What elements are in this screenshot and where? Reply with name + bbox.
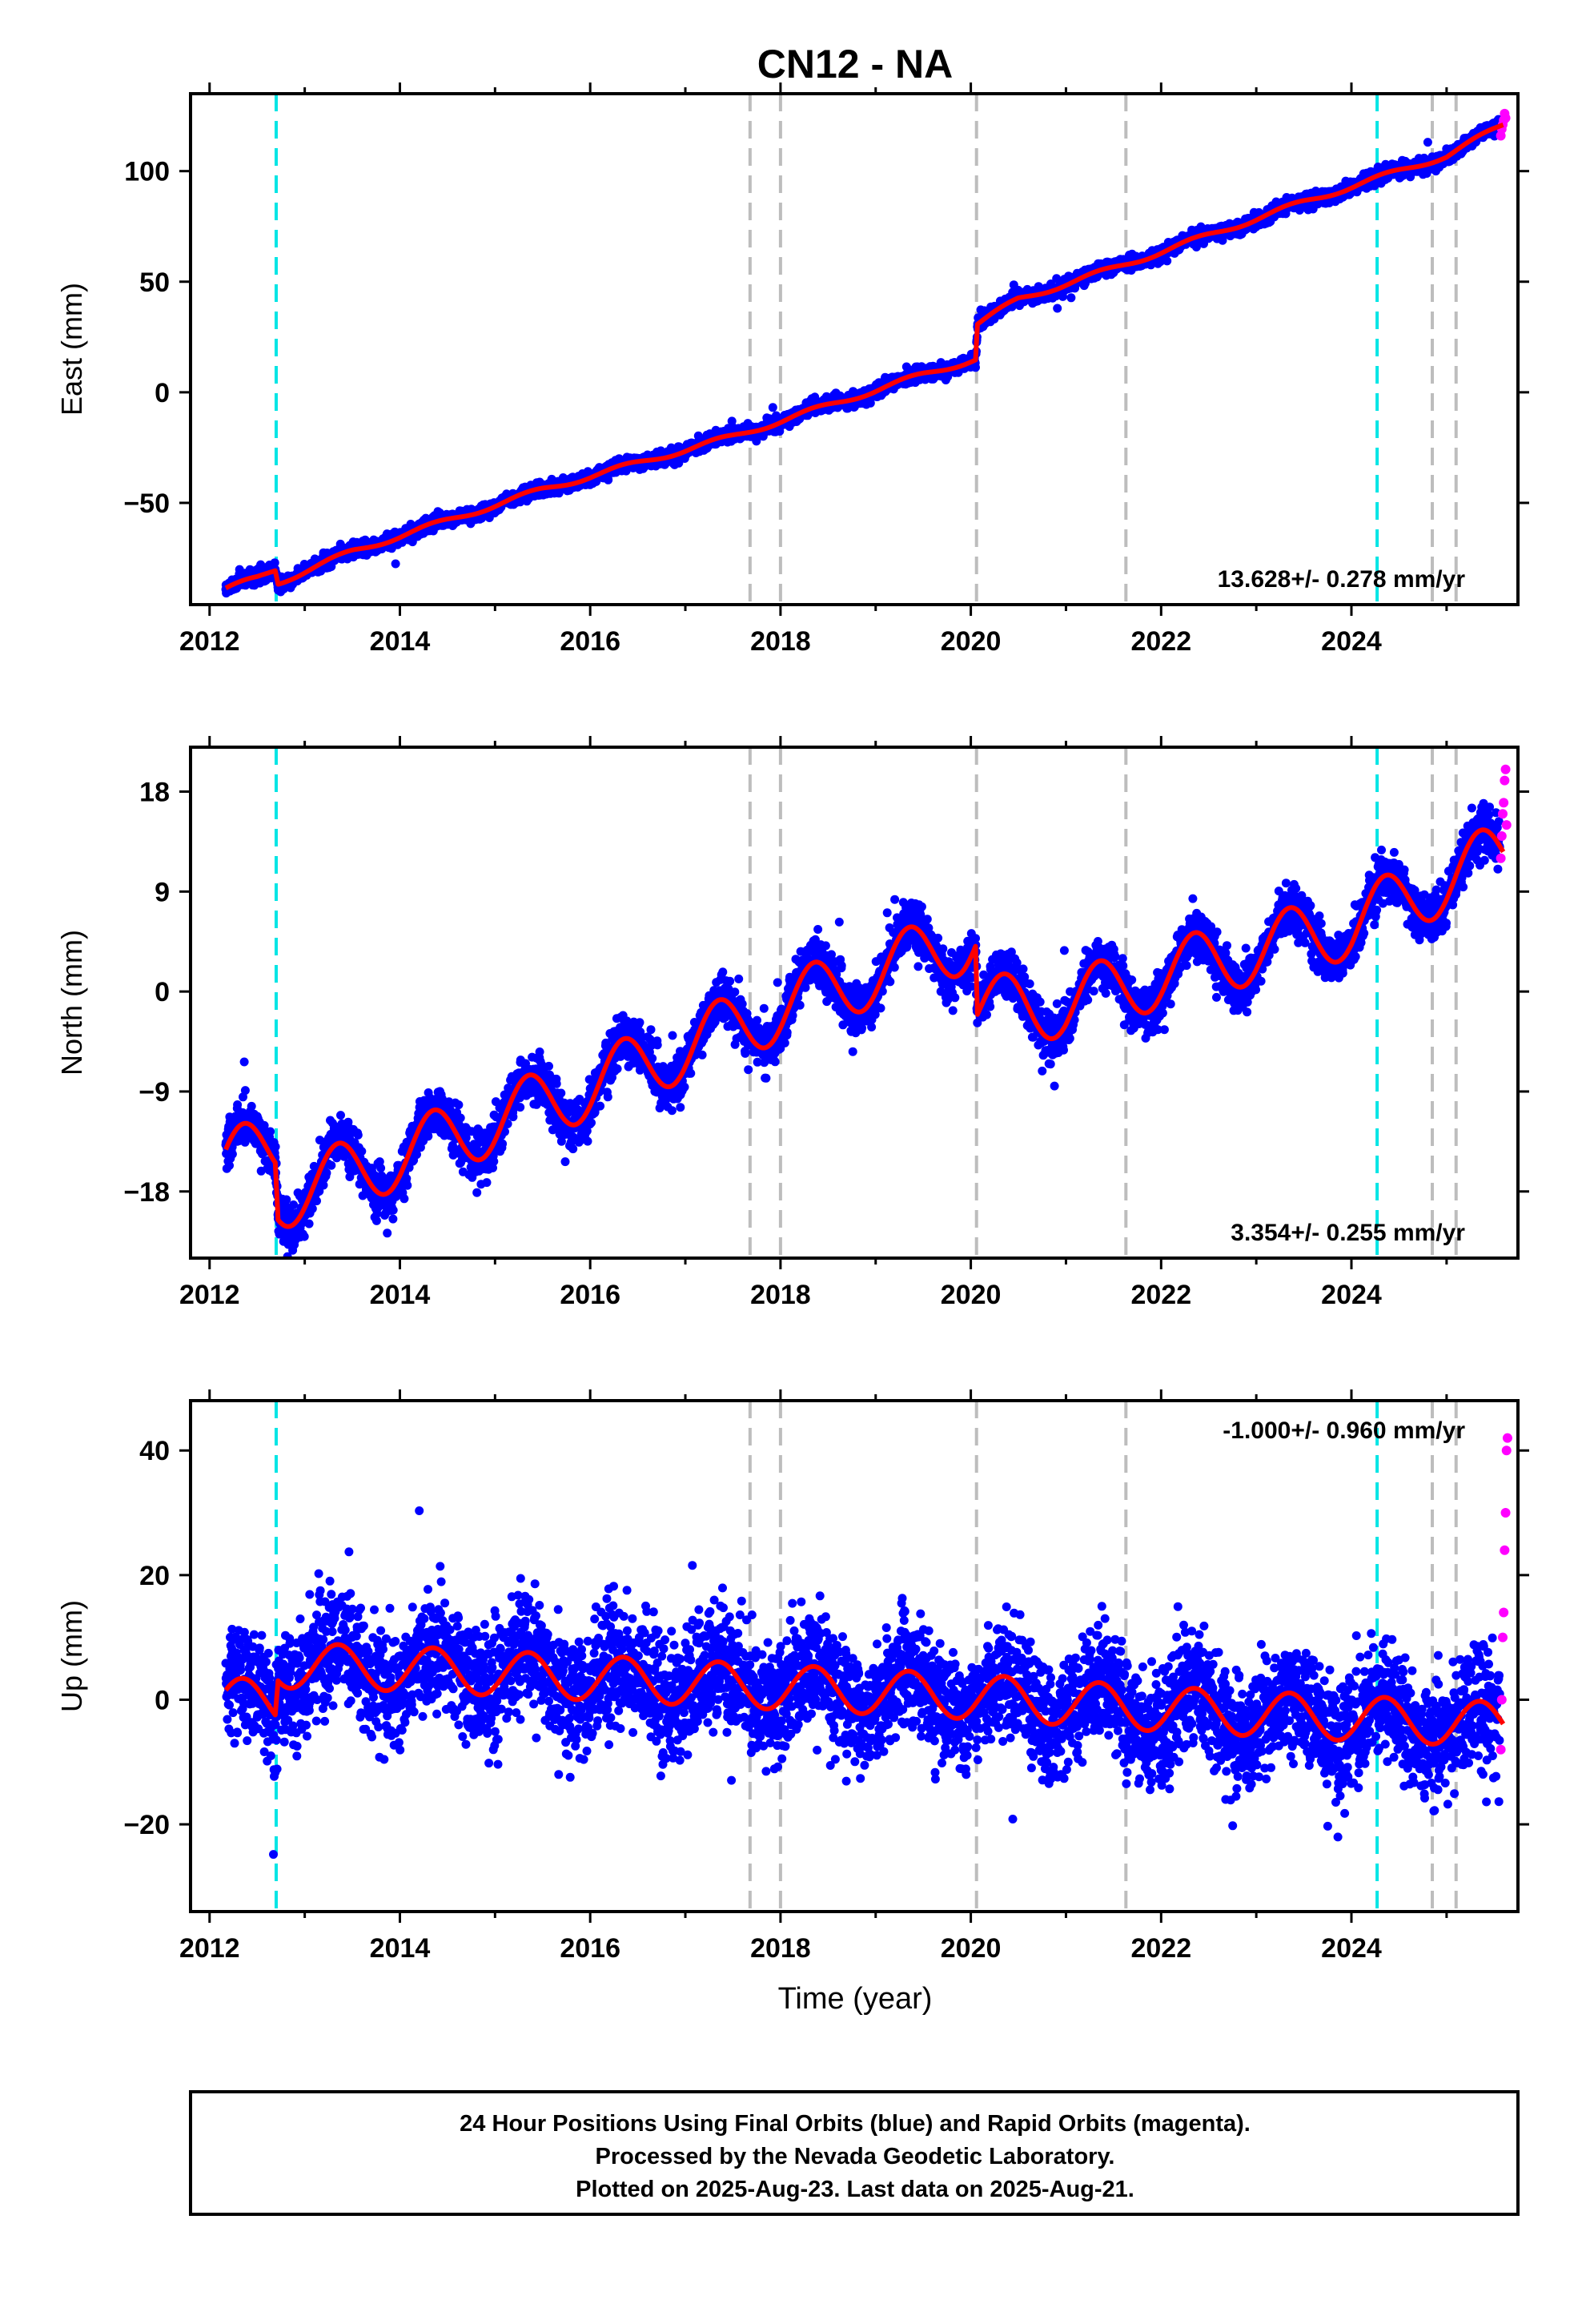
east-x-tick-label: 2020	[941, 626, 1002, 657]
north-final-orbit-points	[221, 798, 1504, 1258]
east-x-tick-label: 2022	[1130, 626, 1191, 657]
final-orbit-point	[227, 1149, 237, 1159]
final-orbit-point	[1066, 293, 1076, 303]
final-orbit-point	[233, 1100, 243, 1109]
east-final-orbit-points	[221, 115, 1504, 598]
final-orbit-point	[971, 363, 980, 372]
final-orbit-point	[768, 403, 777, 412]
final-orbit-point	[1053, 304, 1062, 313]
east-y-tick-label: −50	[123, 489, 170, 519]
east-x-tick-label: 2024	[1321, 626, 1382, 657]
east-plot-frame	[189, 92, 1520, 606]
final-orbit-point	[1423, 138, 1432, 147]
east-y-tick-label: 50	[139, 267, 170, 298]
east-x-tick-label: 2018	[750, 626, 811, 657]
east-rate-annotation: 13.628+/- 0.278 mm/yr	[1218, 566, 1466, 593]
east-x-tick-label: 2012	[179, 626, 240, 657]
east-panel: 2012 2014 2016 2018 2020 2022 2024 −50 0 50 100 Eas…	[55, 82, 1529, 657]
east-y-tick-label: 100	[124, 157, 170, 187]
east-x-tick-label: 2016	[560, 626, 620, 657]
figure-title: CN12 - NA	[757, 42, 953, 86]
north-panel: 2012 2014 2016 2018 2020 2022 2024−18−90918Nor…	[55, 736, 1529, 1310]
final-orbit-point	[391, 559, 400, 569]
rapid-orbit-point	[1500, 113, 1511, 123]
east-y-tick-label: 0	[155, 378, 170, 408]
east-x-tick-label: 2014	[370, 626, 431, 657]
final-orbit-point	[1162, 256, 1172, 266]
east-y-axis-label: East (mm)	[55, 283, 88, 416]
final-orbit-point	[270, 558, 279, 568]
